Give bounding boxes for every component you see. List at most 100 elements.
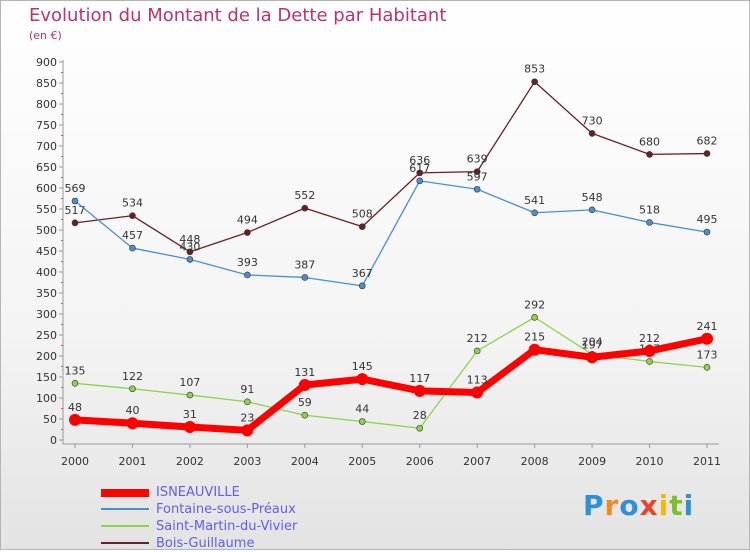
y-tick-label: 550 (36, 203, 57, 216)
data-point-bois-guillaume (301, 204, 309, 212)
data-label-isneauville: 31 (183, 408, 197, 421)
y-tick-label: 0 (50, 434, 57, 447)
y-tick-label: 400 (36, 266, 57, 279)
proxiti-logo: Proxiti (583, 489, 694, 522)
data-label-bois-guillaume: 680 (639, 135, 660, 148)
y-tick-label: 250 (36, 329, 57, 342)
legend-swatch-bois-guillaume (101, 542, 149, 544)
data-point-fontaine-sous-pr-aux (703, 228, 711, 236)
data-point-isneauville (298, 378, 311, 391)
y-tick-label: 800 (36, 98, 57, 111)
x-tick-label: 2010 (636, 455, 664, 468)
y-tick-label: 350 (36, 287, 57, 300)
data-label-fontaine-sous-pr-aux: 548 (582, 191, 603, 204)
data-point-saint-martin-du-vivier (71, 379, 79, 387)
data-point-bois-guillaume (129, 212, 136, 220)
data-point-isneauville (356, 373, 369, 386)
data-point-isneauville (126, 417, 139, 430)
x-tick-label: 2003 (233, 455, 261, 468)
data-label-saint-martin-du-vivier: 122 (122, 370, 143, 383)
data-label-fontaine-sous-pr-aux: 569 (65, 182, 86, 195)
data-point-fontaine-sous-pr-aux (473, 185, 481, 193)
data-label-fontaine-sous-pr-aux: 430 (179, 240, 200, 253)
x-tick-label: 2002 (176, 455, 204, 468)
data-point-bois-guillaume (358, 223, 366, 230)
series-line-fontaine-sous-pr-aux (74, 180, 708, 287)
series-line-isneauville (71, 335, 711, 434)
data-point-bois-guillaume (703, 150, 711, 157)
data-label-fontaine-sous-pr-aux: 495 (697, 213, 718, 226)
data-point-fontaine-sous-pr-aux (244, 271, 251, 279)
data-label-bois-guillaume: 639 (467, 153, 488, 166)
data-point-fontaine-sous-pr-aux (588, 206, 596, 214)
data-label-saint-martin-du-vivier: 59 (298, 396, 312, 409)
legend-swatch-isneauville (101, 489, 149, 497)
data-point-isneauville (69, 413, 81, 426)
data-label-fontaine-sous-pr-aux: 518 (639, 203, 660, 216)
x-tick-label: 2000 (61, 455, 89, 468)
data-label-fontaine-sous-pr-aux: 367 (352, 267, 373, 280)
data-point-saint-martin-du-vivier (646, 358, 653, 365)
data-label-isneauville: 241 (697, 320, 718, 333)
x-tick-label: 2008 (521, 455, 549, 468)
data-label-bois-guillaume: 730 (582, 114, 603, 127)
data-point-bois-guillaume (244, 229, 251, 236)
data-label-bois-guillaume: 534 (122, 197, 143, 210)
y-tick-label: 200 (36, 350, 57, 363)
legend-label-saint-martin: Saint-Martin-du-Vivier (156, 519, 298, 534)
data-point-saint-martin-du-vivier (301, 411, 309, 419)
data-label-saint-martin-du-vivier: 44 (355, 403, 369, 416)
y-tick-label: 900 (36, 56, 57, 69)
data-point-isneauville (701, 332, 713, 345)
data-label-bois-guillaume: 552 (294, 189, 315, 202)
logo-letter: i (658, 489, 670, 522)
y-tick-label: 450 (36, 245, 57, 258)
data-point-saint-martin-du-vivier (358, 418, 366, 425)
data-point-saint-martin-du-vivier (531, 314, 538, 321)
data-label-bois-guillaume: 682 (697, 135, 718, 148)
y-tick-label: 500 (36, 224, 57, 237)
data-label-isneauville: 113 (467, 374, 488, 387)
data-point-isneauville (183, 420, 196, 433)
data-label-fontaine-sous-pr-aux: 457 (122, 229, 143, 242)
legend-label-fontaine: Fontaine-sous-Préaux (156, 502, 296, 517)
series-line-bois-guillaume (74, 81, 708, 253)
data-point-isneauville (241, 424, 254, 437)
data-point-bois-guillaume (646, 151, 653, 158)
data-point-fontaine-sous-pr-aux (186, 256, 194, 263)
data-point-saint-martin-du-vivier (416, 424, 424, 432)
logo-letter: x (639, 489, 659, 522)
data-point-fontaine-sous-pr-aux (358, 282, 366, 290)
data-point-saint-martin-du-vivier (473, 347, 481, 355)
data-label-bois-guillaume: 448 (179, 233, 200, 246)
data-point-isneauville (413, 384, 426, 397)
data-point-bois-guillaume (416, 169, 424, 177)
data-label-isneauville: 215 (524, 331, 545, 344)
data-label-isneauville: 131 (294, 366, 315, 379)
x-tick-label: 2006 (406, 455, 434, 468)
data-label-fontaine-sous-pr-aux: 541 (524, 194, 545, 207)
data-label-isneauville: 212 (639, 332, 660, 345)
data-label-isneauville: 117 (409, 372, 430, 385)
data-label-isneauville: 197 (582, 338, 603, 351)
data-label-fontaine-sous-pr-aux: 387 (294, 258, 315, 271)
series-line-saint-martin-du-vivier (74, 316, 708, 429)
chart-title: Evolution du Montant de la Dette par Hab… (29, 5, 447, 26)
legend-swatch-fontaine (101, 508, 149, 510)
y-tick-label: 150 (36, 371, 57, 384)
y-tick-label: 300 (36, 308, 57, 321)
x-tick-label: 2007 (463, 455, 491, 468)
data-label-fontaine-sous-pr-aux: 597 (467, 170, 488, 183)
data-point-saint-martin-du-vivier (129, 385, 136, 393)
data-label-saint-martin-du-vivier: 173 (697, 348, 718, 361)
data-point-bois-guillaume (531, 78, 538, 86)
x-tick-label: 2009 (578, 455, 606, 468)
y-tick-label: 650 (36, 161, 57, 174)
data-label-saint-martin-du-vivier: 107 (179, 376, 200, 389)
data-point-saint-martin-du-vivier (703, 364, 711, 371)
y-tick-label: 50 (43, 413, 57, 426)
data-point-fontaine-sous-pr-aux (301, 274, 309, 281)
logo-letter: o (619, 489, 640, 522)
x-tick-label: 2001 (118, 455, 146, 468)
